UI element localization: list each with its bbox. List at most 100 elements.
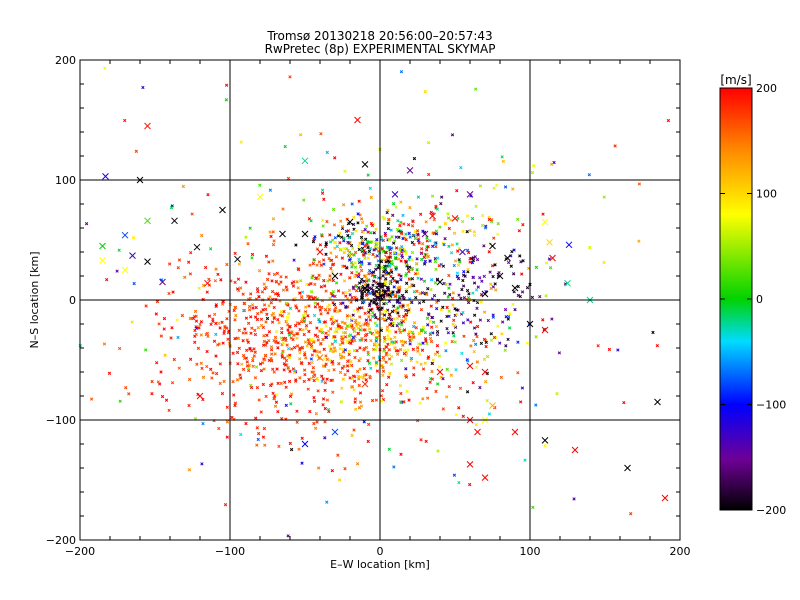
data-point <box>431 244 435 248</box>
data-point <box>472 313 477 317</box>
data-point <box>395 316 400 320</box>
data-point <box>426 312 431 316</box>
data-point <box>481 213 485 218</box>
data-point <box>329 317 333 321</box>
data-point <box>304 326 308 331</box>
data-point <box>435 382 440 386</box>
data-point <box>381 274 385 278</box>
data-point <box>326 329 331 333</box>
data-point <box>365 224 369 228</box>
data-point <box>332 318 336 322</box>
data-point <box>323 388 327 393</box>
data-point <box>429 325 434 329</box>
data-point <box>249 315 253 319</box>
data-point <box>426 245 430 249</box>
data-point <box>353 355 357 360</box>
data-point <box>519 400 523 404</box>
data-point <box>360 238 364 243</box>
data-point <box>314 426 318 430</box>
data-point <box>284 385 288 389</box>
data-point <box>392 241 396 245</box>
data-point <box>233 280 237 285</box>
data-point <box>249 331 253 335</box>
data-point <box>373 245 378 249</box>
data-point <box>253 328 257 333</box>
data-point <box>397 290 401 294</box>
data-point <box>216 343 220 347</box>
data-point <box>435 306 439 311</box>
data-point <box>351 263 355 267</box>
data-point <box>304 282 309 286</box>
y-axis-label: N–S location [km] <box>28 251 41 348</box>
data-point <box>368 291 372 296</box>
data-point <box>313 349 317 353</box>
data-point <box>455 271 460 275</box>
data-point <box>397 294 401 298</box>
data-point <box>347 352 351 357</box>
data-point <box>271 230 275 234</box>
data-point <box>312 399 317 403</box>
data-point <box>475 257 480 262</box>
data-point <box>404 290 409 294</box>
data-point <box>214 303 218 307</box>
data-point <box>550 162 554 166</box>
data-point <box>383 309 388 313</box>
data-point <box>383 317 387 321</box>
data-point <box>284 275 288 279</box>
data-point <box>303 353 307 357</box>
data-point <box>320 374 324 378</box>
data-point <box>417 301 422 305</box>
data-point <box>371 311 375 315</box>
data-point <box>255 443 259 447</box>
data-point <box>271 217 276 221</box>
data-point <box>303 311 307 316</box>
data-point <box>404 260 409 264</box>
data-point <box>416 271 420 276</box>
data-point <box>506 337 510 342</box>
data-point <box>387 357 392 361</box>
data-point <box>359 217 364 221</box>
data-point <box>372 301 376 305</box>
data-point <box>284 358 289 363</box>
data-point <box>280 355 284 359</box>
data-point <box>429 376 433 381</box>
data-point <box>541 318 545 322</box>
data-point <box>301 314 306 318</box>
data-point <box>315 263 319 267</box>
data-point <box>213 279 218 283</box>
data-point <box>428 239 432 243</box>
data-point <box>203 265 208 270</box>
data-point <box>521 259 525 263</box>
data-point <box>332 335 336 339</box>
data-point <box>287 333 292 337</box>
data-point <box>516 340 520 344</box>
data-point <box>399 452 403 456</box>
data-point <box>286 366 290 370</box>
data-point <box>468 260 472 264</box>
data-point <box>439 308 443 312</box>
data-point <box>504 344 508 348</box>
data-point <box>273 352 277 356</box>
data-point <box>323 284 327 288</box>
data-point <box>360 292 365 296</box>
data-point <box>286 328 290 332</box>
data-point <box>198 322 202 327</box>
data-point <box>208 247 213 251</box>
data-point <box>200 233 204 238</box>
data-point <box>637 182 642 186</box>
data-point <box>356 322 360 326</box>
colorbar-label: [m/s] <box>720 73 751 87</box>
data-point <box>220 320 224 324</box>
data-point <box>379 394 384 398</box>
data-point <box>340 340 344 345</box>
data-point <box>375 241 379 245</box>
data-point <box>506 260 511 265</box>
data-point <box>269 301 273 305</box>
data-point <box>498 341 502 345</box>
data-point <box>343 264 347 268</box>
data-point <box>237 262 242 266</box>
data-point <box>466 318 470 322</box>
data-point <box>187 377 192 382</box>
data-point <box>243 327 247 331</box>
data-point <box>169 206 174 210</box>
